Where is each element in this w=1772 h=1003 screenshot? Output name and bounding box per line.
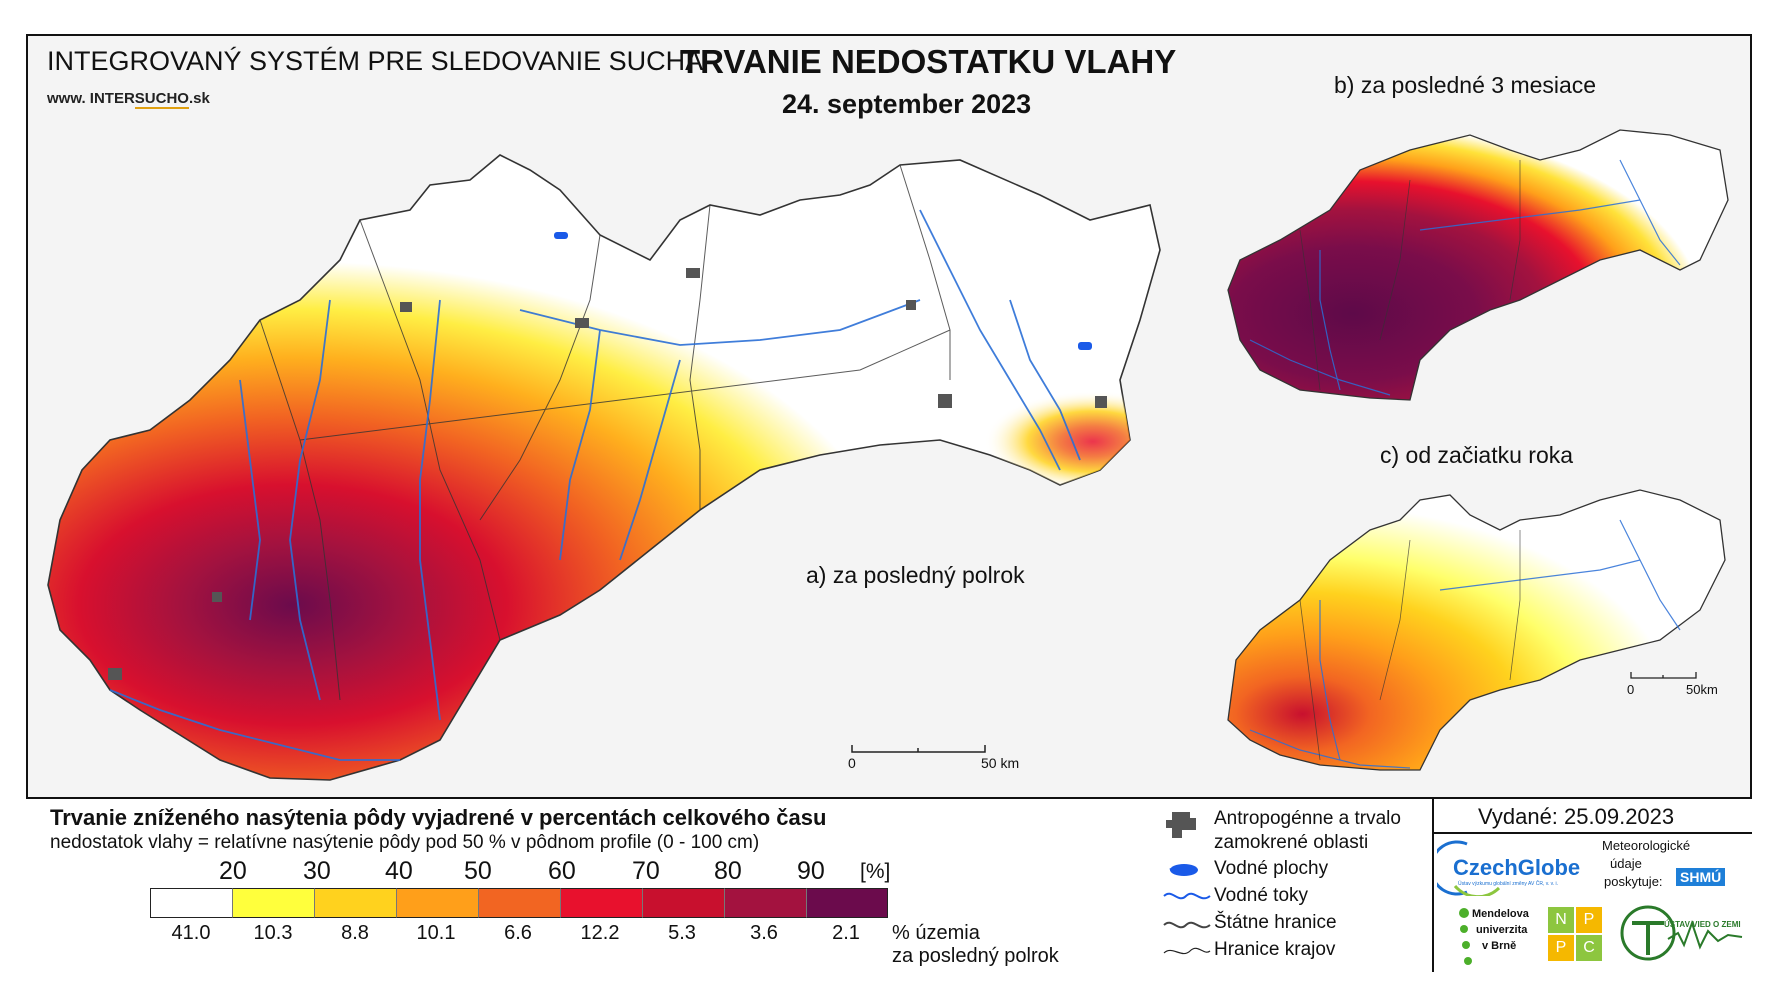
map-a [47,154,1161,781]
legend-divider-right [1432,797,1434,972]
threshold-40: 40 [385,857,413,885]
map-c [1227,489,1726,771]
scale-a-zero: 0 [848,755,856,771]
threshold-50: 50 [464,857,492,885]
share-8: 2.1 [832,922,860,944]
page-date: 24. september 2023 [782,89,1032,119]
scale-bar-c [1630,672,1697,679]
legend-title: Trvanie zníženého nasýtenia pôdy vyjadre… [50,805,827,830]
meteo-line3: poskytuje: [1604,874,1663,889]
uvz-logo-icon [1620,905,1743,961]
meteo-line1: Meteorologické [1602,838,1691,853]
share-0: 41.0 [171,922,211,944]
map-c-label: c) od začiatku roka [1380,442,1574,468]
state-border-icon [1163,921,1211,929]
map-b [1227,129,1729,401]
share-label-line1: % územia [892,922,980,944]
website-suffix: .sk [188,90,210,107]
share-6: 5.3 [668,922,696,944]
website-prefix: www. INTER [47,90,135,107]
threshold-20: 20 [219,857,247,885]
symbol-label-region-border: Hranice krajov [1214,939,1336,960]
mendel-line1: Mendelova [1472,908,1529,920]
website-mid: SUCHO [134,90,189,109]
czechglobe-subtitle: Ústav výzkumu globální změny AV ČR, v. v… [1458,881,1559,887]
share-2: 8.8 [341,922,369,944]
mendel-line2: univerzita [1476,924,1528,936]
legend-swatch-0 [150,888,232,918]
symbol-label-anthropogenic-2: zamokrené oblasti [1214,832,1369,853]
website-link[interactable]: www. INTERSUCHO.sk [47,90,210,109]
threshold-30: 30 [303,857,331,885]
threshold-80: 80 [714,857,742,885]
meteo-line2: údaje [1610,856,1642,871]
legend-subtitle: nedostatok vlahy = relatívne nasýtenie p… [50,832,760,853]
symbol-icons [1163,812,1211,955]
map-b-label: b) za posledné 3 mesiace [1334,72,1597,98]
legend-unit: [%] [860,860,891,883]
region-border-icon [1163,947,1211,955]
legend-swatch-1 [232,888,314,918]
symbol-label-rivers: Vodné toky [1214,885,1309,906]
nppc-n: N [1548,907,1574,933]
legend-swatch-5 [560,888,642,918]
scale-c-zero: 0 [1627,682,1635,697]
legend-swatch-4 [478,888,560,918]
czechglobe-logo-icon [1437,840,1501,896]
threshold-90: 90 [797,857,825,885]
legend-swatch-2 [314,888,396,918]
scale-bar-a [851,745,986,753]
czechglobe-name: CzechGlobe [1453,855,1581,880]
nppc-p2: P [1548,935,1574,961]
share-5: 12.2 [580,922,620,944]
symbol-label-state-border: Štátne hranice [1214,912,1337,933]
share-7: 3.6 [750,922,778,944]
scale-c-end: 50km [1686,682,1718,697]
legend-swatch-7 [724,888,806,918]
share-3: 10.1 [416,922,456,944]
mendel-line3: v Brně [1482,940,1517,952]
river-icon [1163,892,1211,900]
legend-swatch-8 [806,888,888,918]
share-4: 6.6 [504,922,532,944]
symbol-label-anthropogenic: Antropogénne a trvalo [1214,808,1401,829]
threshold-60: 60 [548,857,576,885]
map-a-label: a) za posledný polrok [806,562,1025,588]
legend-swatch-6 [642,888,724,918]
system-name: INTEGROVANÝ SYSTÉM PRE SLEDOVANIE SUCHA [47,46,704,76]
scale-a-end: 50 km [981,755,1020,771]
nppc-logo: N P P C [1548,907,1602,961]
page-title: TRVANIE NEDOSTATKU VLAHY [680,43,1177,80]
legend-swatch-3 [396,888,478,918]
shmu-logo: SHMÚ [1676,868,1726,886]
nppc-p1: P [1576,907,1602,933]
nppc-c: C [1576,935,1602,961]
issued-divider [1432,832,1752,834]
urban-icon [1166,812,1196,838]
share-label-line2: za posledný polrok [892,945,1059,967]
symbol-label-water-bodies: Vodné plochy [1214,858,1329,879]
mendel-dots-icon [1459,908,1472,965]
share-1: 10.3 [253,922,293,944]
water-body-icon [1169,864,1198,876]
threshold-70: 70 [632,857,660,885]
uvz-name: ÚSTAV VIED O ZEMI [1664,920,1741,929]
issued-date: Vydané: 25.09.2023 [1478,804,1675,829]
